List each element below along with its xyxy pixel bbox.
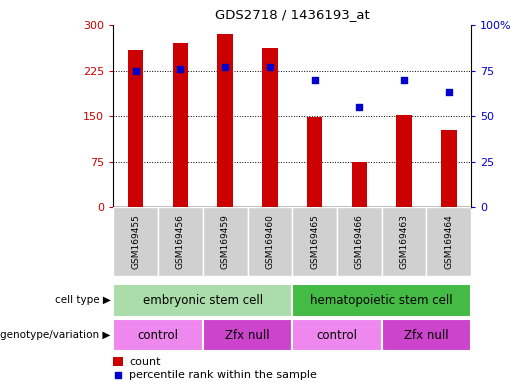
Bar [248,207,293,276]
Bar [113,319,203,351]
Text: hematopoietic stem cell: hematopoietic stem cell [311,294,453,307]
Bar [396,115,412,207]
Point [355,104,364,110]
Text: GSM169455: GSM169455 [131,215,140,269]
Point [176,66,184,72]
Bar [352,162,367,207]
Point [445,89,453,96]
Bar [426,207,471,276]
Text: embryonic stem cell: embryonic stem cell [143,294,263,307]
Bar [203,207,248,276]
Text: genotype/variation ▶: genotype/variation ▶ [1,330,111,340]
Bar [113,284,293,317]
Point [221,64,229,70]
Bar [113,357,123,366]
Bar [217,34,233,207]
Bar [293,319,382,351]
Point [311,76,319,83]
Text: Zfx null: Zfx null [404,329,449,341]
Bar [158,207,203,276]
Text: control: control [317,329,357,341]
Bar [307,118,322,207]
Bar [382,207,426,276]
Bar [293,284,471,317]
Text: GSM169459: GSM169459 [220,215,230,269]
Point [114,372,123,378]
Point [266,64,274,70]
Text: percentile rank within the sample: percentile rank within the sample [129,370,317,380]
Text: GSM169460: GSM169460 [265,215,274,269]
Bar [262,48,278,207]
Bar [128,50,144,207]
Text: control: control [138,329,179,341]
Bar [293,207,337,276]
Title: GDS2718 / 1436193_at: GDS2718 / 1436193_at [215,8,370,21]
Text: GSM169465: GSM169465 [310,215,319,269]
Text: GSM169466: GSM169466 [355,215,364,269]
Bar [203,319,293,351]
Bar [173,43,188,207]
Text: GSM169456: GSM169456 [176,215,185,269]
Text: GSM169464: GSM169464 [444,215,453,269]
Text: GSM169463: GSM169463 [400,215,408,269]
Bar [337,207,382,276]
Bar [382,319,471,351]
Point [400,76,408,83]
Text: count: count [129,357,161,367]
Bar [113,207,158,276]
Point [131,68,140,74]
Text: cell type ▶: cell type ▶ [55,295,111,306]
Text: Zfx null: Zfx null [225,329,270,341]
Bar [441,129,457,207]
